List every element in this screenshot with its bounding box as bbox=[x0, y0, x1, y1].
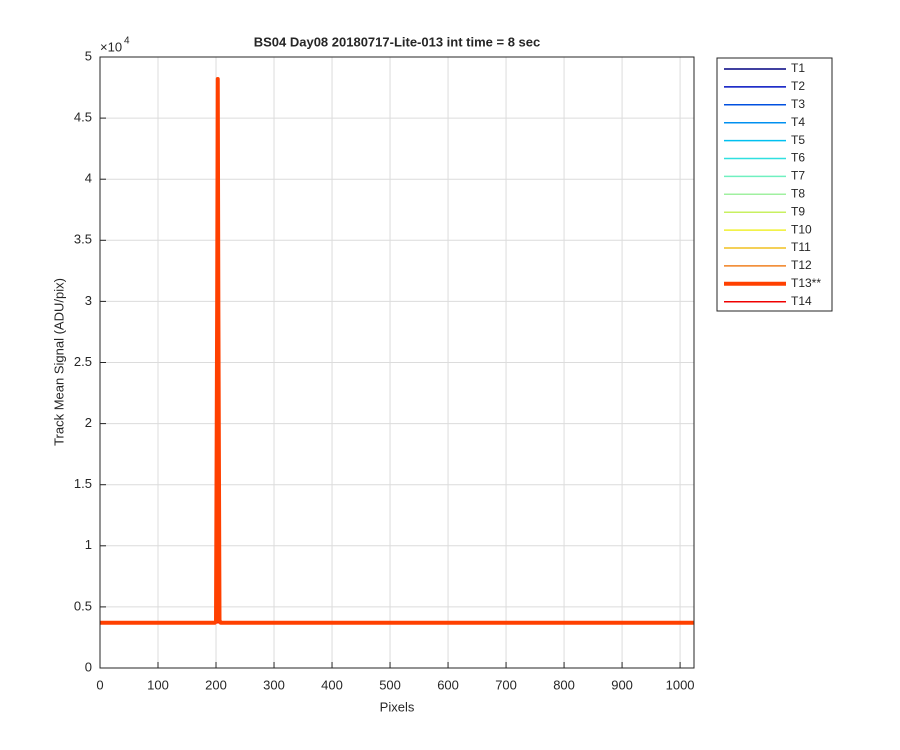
legend-label: T12 bbox=[791, 258, 812, 272]
x-tick-label: 600 bbox=[437, 677, 459, 692]
y-tick-label: 2.5 bbox=[74, 354, 92, 369]
y-multiplier: ×10 bbox=[100, 39, 122, 54]
legend-label: T10 bbox=[791, 222, 812, 236]
y-tick-label: 4.5 bbox=[74, 110, 92, 125]
x-tick-label: 0 bbox=[96, 677, 103, 692]
y-tick-label: 3 bbox=[85, 293, 92, 308]
legend-label: T5 bbox=[791, 133, 805, 147]
x-tick-label: 500 bbox=[379, 677, 401, 692]
legend-label: T8 bbox=[791, 186, 805, 200]
chart-title: BS04 Day08 20180717-Lite-013 int time = … bbox=[254, 34, 541, 49]
legend-box bbox=[716, 57, 833, 312]
y-tick-label: 5 bbox=[85, 48, 92, 63]
x-tick-label: 200 bbox=[205, 677, 227, 692]
y-tick-label: 0 bbox=[85, 659, 92, 674]
legend-label: T1 bbox=[791, 61, 805, 75]
y-tick-label: 2 bbox=[85, 415, 92, 430]
x-tick-label: 900 bbox=[611, 677, 633, 692]
y-tick-label: 0.5 bbox=[74, 598, 92, 613]
x-tick-label: 1000 bbox=[666, 677, 695, 692]
legend-label: T3 bbox=[791, 97, 805, 111]
legend-label: T6 bbox=[791, 151, 805, 165]
series-line bbox=[100, 76, 694, 625]
y-multiplier-power: 4 bbox=[124, 36, 130, 47]
plot-lines bbox=[100, 76, 694, 625]
legend-label: T14 bbox=[791, 294, 812, 308]
y-axis-label: Track Mean Signal (ADU/pix) bbox=[51, 278, 66, 446]
legend-label: T2 bbox=[791, 79, 805, 93]
legend-label: T4 bbox=[791, 115, 805, 129]
legend: T1 T2 T3 T4 T5 T6 T7 T8 T9 T10 T11 T12 T13** T14 bbox=[724, 61, 821, 308]
y-tick-label: 1 bbox=[85, 537, 92, 552]
legend-label: T9 bbox=[791, 204, 805, 218]
x-tick-label: 100 bbox=[147, 677, 169, 692]
legend-label: T7 bbox=[791, 169, 805, 183]
legend-label: T13** bbox=[791, 276, 821, 290]
legend-label: T11 bbox=[791, 240, 811, 254]
y-tick-label: 4 bbox=[85, 171, 92, 186]
x-tick-label: 400 bbox=[321, 677, 343, 692]
x-tick-label: 300 bbox=[263, 677, 285, 692]
y-tick-label: 3.5 bbox=[74, 232, 92, 247]
x-tick-label: 800 bbox=[553, 677, 575, 692]
x-axis-label: Pixels bbox=[380, 699, 415, 714]
x-tick-label: 700 bbox=[495, 677, 517, 692]
y-tick-label: 1.5 bbox=[74, 476, 92, 491]
